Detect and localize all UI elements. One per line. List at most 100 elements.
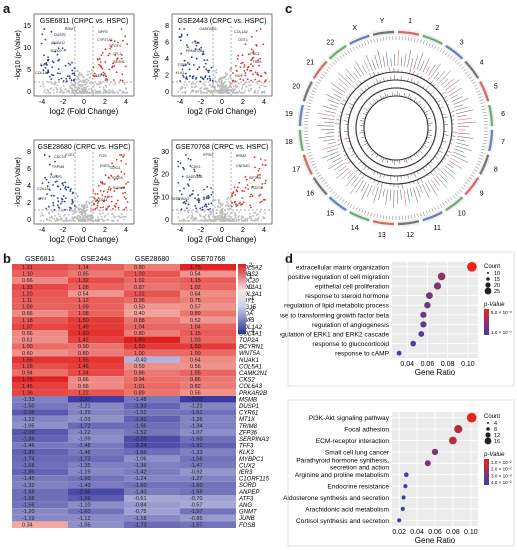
heatmap-cell [68,514,124,522]
heatmap-cell-value: -1.57 [190,522,203,528]
heatmap-cell [68,389,124,396]
heatmap-cell-value: 0.34 [22,522,33,528]
heatmap-cell [124,462,180,469]
dot-plot-frame [287,399,515,547]
data-point [410,340,416,347]
chromosome-arc [312,60,328,79]
size-legend-label: 16 [494,439,500,445]
chromosome-arc [479,81,490,102]
heatmap-cell [68,415,124,423]
heatmap-gene-label: THY1 [239,298,254,304]
heatmap-cell [68,448,124,456]
heatmap-row: 0.34 -1.05 -1.73 -1.57 FOSB [12,521,255,529]
heatmap-cell-value: 1.32 [78,278,89,284]
gene-label: TGF3 [177,63,186,67]
heatmap-cell-value: -1.57 [190,509,203,515]
legend-tick-label: -4 [249,329,255,335]
heatmap-cell-value: -1.56 [190,456,203,462]
heatmap-cell-value: 0.94 [22,371,33,377]
heatmap-cell-value: -1.24 [134,476,147,482]
chromosome-label: 15 [326,211,334,218]
heatmap-cell [180,402,236,410]
heatmap-cell-value: -1.72 [78,423,91,429]
heatmap-cell-value: 0.89 [134,390,145,396]
y-tick-label: 6 [27,166,31,173]
heatmap-cell-value: 0.66 [22,311,33,317]
heatmap-cell [124,323,180,330]
color-legend-title: p-Value [483,302,505,308]
heatmap-cell [180,290,236,297]
heatmap-cell [12,514,68,522]
heatmap-cell [12,310,68,317]
heatmap-gene-label: ANG [238,503,252,509]
heatmap-cell-value: 1.22 [134,291,145,297]
volcano-plot-1: GSE6811 (CRPC vs. HSPC) -4 -2 0 2 4 0 5 10 15 log2… [15,13,135,116]
panel-label-b: b [3,251,11,266]
heatmap-cell-value: -1.29 [78,410,91,416]
gene-label: ADAM12 [51,41,65,45]
heatmap-cell [12,415,68,423]
chromosome-label: 12 [406,232,414,239]
heatmap-row: 1.11 1.12 0.96 0.75 THY1 [12,297,254,304]
x-tick-label: 4 [262,99,266,106]
x-axis-label: Gene Ratio [415,368,456,377]
heatmap-cell-value: -1.33 [22,397,35,403]
heatmap-cell [12,283,68,291]
heatmap-gene-label: THBS2 [239,272,259,278]
heatmap-gene-label: ZFP36 [238,430,258,436]
gene-label: DUSP1 [50,175,62,179]
heatmap-cell [180,323,236,330]
heatmap-row: -1.89 -1.48 -1.69 -1.33 KLK3 [12,448,254,456]
heatmap-cell-value: -1.26 [190,417,203,423]
volcano-title: GSE28680 (CRPC vs. HSPC) [38,144,131,151]
data-point [454,425,463,434]
heatmap-row: 1.20 0.54 1.22 0.64 COL3A1 [12,290,262,298]
y-tick-label: 5 [27,67,31,74]
heatmap-cell-value: 1.08 [78,311,89,317]
heatmap-cell-value: -0.70 [190,496,203,502]
gene-label: SESN1 [113,60,125,64]
heatmap-cell-value: 1.80 [134,338,145,344]
heatmap-cell [180,376,236,383]
heatmap-cell [180,442,236,449]
heatmap-gene-label: TFF3 [239,444,254,450]
heatmap-cell [180,501,236,509]
size-legend-dot [486,427,490,431]
data-point [466,412,477,423]
heatmap-cell [124,442,180,449]
heatmap-cell-value: -1.63 [190,437,203,443]
heatmap-cell-value: -1.60 [134,483,147,489]
enrichment-dot-plots: 0.04 0.06 0.08 0.10 extracellular matrix org… [280,251,515,547]
heatmap-cell [68,481,124,489]
size-legend-dot [487,422,489,424]
heatmap-cell-value: -1.61 [190,410,203,416]
heatmap-cell [180,316,236,324]
heatmap-row: -1.86 -1.19 -1.42 -0.92 IER3 [12,468,253,476]
heatmap-cell-value: 1.33 [22,285,33,291]
heatmap-cell [12,442,68,449]
heatmap-cell-value: 1.14 [78,265,89,271]
heatmap-gene-label: C1ORF115 [239,477,270,483]
heatmap-cell [124,382,180,390]
heatmap-cell-value: 0.80 [134,331,145,337]
heatmap-cell [124,310,180,317]
chromosome-arc [372,30,395,36]
gene-label: S100A4 [113,186,126,190]
category-label: ECM-receptor interaction [316,438,390,445]
chromosome-label: 4 [480,59,484,66]
gene-label: SERPINA3 [171,197,189,201]
x-tick-label: 0.04 [400,361,414,368]
x-tick-label: 0.02 [392,529,406,536]
heatmap-cell [124,448,180,456]
size-legend-label: 12 [494,433,500,439]
volcano-title: GSE2443 (CRPC vs. HSPC) [177,18,266,25]
heatmap-cell [12,330,68,337]
heatmap-cell [180,382,236,390]
gene-label: OGT1 [238,38,248,42]
color-legend-title: p-Value [483,452,505,458]
heatmap-cell [180,409,236,416]
heatmap-cell-value: 1.56 [78,357,89,363]
heatmap-cell [124,330,180,337]
